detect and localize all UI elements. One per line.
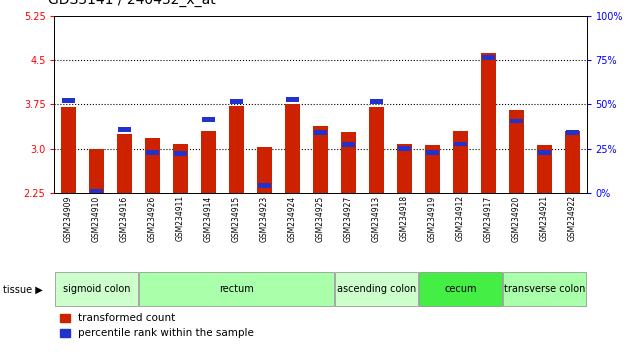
Bar [481, 55, 495, 59]
Text: tissue ▶: tissue ▶ [3, 284, 43, 295]
Bar [481, 52, 496, 193]
Bar [173, 144, 188, 193]
Text: GSM234911: GSM234911 [176, 195, 185, 241]
Text: GSM234924: GSM234924 [288, 195, 297, 241]
Text: GDS3141 / 240432_x_at: GDS3141 / 240432_x_at [48, 0, 216, 7]
Bar [510, 119, 524, 123]
Bar [201, 131, 216, 193]
Bar [397, 146, 412, 151]
Bar [117, 134, 132, 193]
Bar [313, 126, 328, 193]
Text: ascending colon: ascending colon [337, 284, 416, 295]
Text: GSM234927: GSM234927 [344, 195, 353, 241]
Bar [565, 130, 579, 135]
Text: GSM234921: GSM234921 [540, 195, 549, 241]
Bar [341, 132, 356, 193]
Bar [425, 145, 440, 193]
Bar [369, 107, 384, 193]
Bar [286, 97, 299, 102]
Text: GSM234920: GSM234920 [512, 195, 521, 241]
Bar [313, 130, 328, 135]
Bar [565, 131, 580, 193]
Bar [397, 144, 412, 193]
Text: GSM234914: GSM234914 [204, 195, 213, 241]
Bar [419, 272, 503, 307]
Bar [61, 107, 76, 193]
Bar [229, 105, 244, 193]
Text: GSM234918: GSM234918 [400, 195, 409, 241]
Bar [285, 104, 300, 193]
Text: cecum: cecum [444, 284, 477, 295]
Bar [538, 150, 551, 155]
Text: rectum: rectum [219, 284, 254, 295]
Bar [89, 149, 104, 193]
Bar [258, 183, 271, 188]
Bar [174, 151, 187, 156]
Bar [257, 147, 272, 193]
Text: GSM234912: GSM234912 [456, 195, 465, 241]
Bar [117, 127, 131, 132]
Bar [90, 189, 103, 194]
Text: GSM234917: GSM234917 [484, 195, 493, 241]
Bar [201, 117, 215, 121]
Bar [229, 99, 244, 104]
Text: GSM234913: GSM234913 [372, 195, 381, 241]
Bar [146, 150, 160, 155]
Bar [454, 142, 467, 146]
Text: GSM234925: GSM234925 [316, 195, 325, 241]
Text: sigmoid colon: sigmoid colon [63, 284, 130, 295]
Bar [145, 138, 160, 193]
Bar [335, 272, 418, 307]
Text: GSM234923: GSM234923 [260, 195, 269, 241]
Text: GSM234909: GSM234909 [64, 195, 73, 242]
Bar [426, 150, 440, 155]
Bar [54, 272, 138, 307]
Text: GSM234910: GSM234910 [92, 195, 101, 241]
Bar [537, 145, 552, 193]
Text: GSM234915: GSM234915 [232, 195, 241, 241]
Bar [138, 272, 334, 307]
Bar [453, 131, 468, 193]
Text: transverse colon: transverse colon [504, 284, 585, 295]
Text: GSM234922: GSM234922 [568, 195, 577, 241]
Text: GSM234919: GSM234919 [428, 195, 437, 241]
Bar [503, 272, 587, 307]
Bar [509, 110, 524, 193]
Bar [62, 98, 76, 103]
Legend: transformed count, percentile rank within the sample: transformed count, percentile rank withi… [60, 313, 254, 338]
Text: GSM234926: GSM234926 [148, 195, 157, 241]
Bar [370, 99, 383, 104]
Bar [342, 142, 355, 147]
Text: GSM234916: GSM234916 [120, 195, 129, 241]
